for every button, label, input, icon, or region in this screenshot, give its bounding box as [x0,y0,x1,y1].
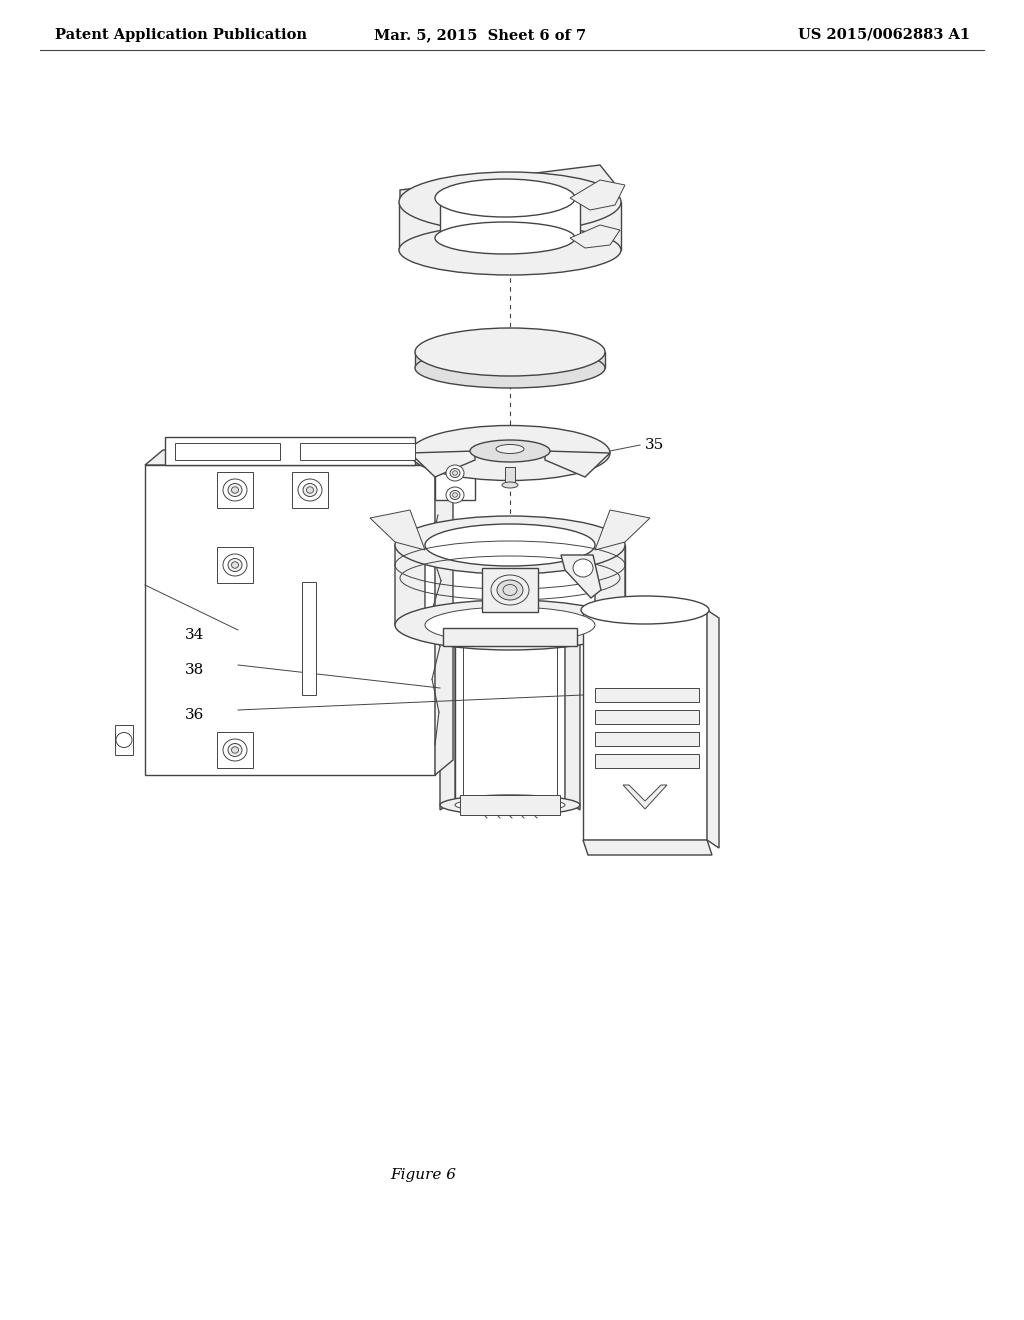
Ellipse shape [223,554,247,576]
Ellipse shape [453,492,458,498]
Polygon shape [370,510,425,550]
Ellipse shape [497,579,523,601]
Polygon shape [440,198,580,238]
Polygon shape [583,610,707,840]
Ellipse shape [435,180,575,216]
Polygon shape [455,628,565,800]
Ellipse shape [450,491,460,499]
Ellipse shape [303,483,317,496]
Polygon shape [292,473,328,508]
Polygon shape [435,453,475,500]
Ellipse shape [446,465,464,480]
Text: Mar. 5, 2015  Sheet 6 of 7: Mar. 5, 2015 Sheet 6 of 7 [374,28,586,42]
Ellipse shape [223,479,247,502]
Polygon shape [460,795,560,814]
Ellipse shape [231,562,239,568]
Polygon shape [435,450,453,775]
Polygon shape [595,545,625,635]
Ellipse shape [581,597,709,624]
Ellipse shape [455,799,565,812]
Polygon shape [561,554,601,598]
Ellipse shape [399,172,621,232]
Polygon shape [400,165,620,240]
Ellipse shape [228,483,242,496]
Polygon shape [175,444,280,459]
Polygon shape [415,352,605,368]
Polygon shape [165,437,415,465]
Ellipse shape [231,487,239,494]
Polygon shape [565,628,580,810]
Ellipse shape [425,607,595,643]
Ellipse shape [496,445,524,454]
Ellipse shape [116,733,132,747]
Text: US 2015/0062883 A1: US 2015/0062883 A1 [798,28,970,42]
Ellipse shape [425,524,595,566]
Text: 38: 38 [185,663,204,677]
Ellipse shape [399,224,621,275]
Polygon shape [505,467,515,484]
Ellipse shape [573,558,593,577]
Polygon shape [300,444,415,459]
Polygon shape [570,224,620,248]
Ellipse shape [410,425,610,480]
Polygon shape [443,628,577,645]
Polygon shape [395,545,625,624]
Ellipse shape [435,222,575,253]
Ellipse shape [415,327,605,376]
Ellipse shape [228,743,242,756]
Ellipse shape [306,487,313,494]
Ellipse shape [446,487,464,503]
Polygon shape [440,628,455,810]
Polygon shape [145,450,453,465]
Polygon shape [399,202,621,249]
Polygon shape [623,785,667,809]
Polygon shape [217,473,253,508]
Ellipse shape [450,469,460,478]
Polygon shape [410,451,475,477]
Ellipse shape [453,471,458,475]
Polygon shape [217,733,253,768]
Polygon shape [115,725,133,755]
Text: Figure 6: Figure 6 [390,1168,456,1181]
Polygon shape [595,754,699,768]
Polygon shape [583,840,712,855]
Polygon shape [217,546,253,583]
Polygon shape [707,610,719,847]
Ellipse shape [223,739,247,762]
Polygon shape [570,180,625,210]
Polygon shape [302,582,316,696]
Ellipse shape [395,516,625,574]
Ellipse shape [395,601,625,649]
Text: Patent Application Publication: Patent Application Publication [55,28,307,42]
Ellipse shape [490,576,529,605]
Polygon shape [595,733,699,746]
Ellipse shape [440,795,580,814]
Ellipse shape [502,482,518,488]
Text: 35: 35 [645,438,665,451]
Polygon shape [395,545,425,635]
Polygon shape [595,688,699,702]
Polygon shape [595,710,699,723]
Ellipse shape [298,479,322,502]
Ellipse shape [415,348,605,388]
Polygon shape [595,510,650,550]
Ellipse shape [231,747,239,754]
Polygon shape [482,568,538,612]
Polygon shape [545,451,610,477]
Polygon shape [145,465,435,775]
Text: 36: 36 [185,708,205,722]
Ellipse shape [470,440,550,462]
Ellipse shape [503,585,517,595]
Text: 34: 34 [185,628,205,642]
Ellipse shape [228,558,242,572]
